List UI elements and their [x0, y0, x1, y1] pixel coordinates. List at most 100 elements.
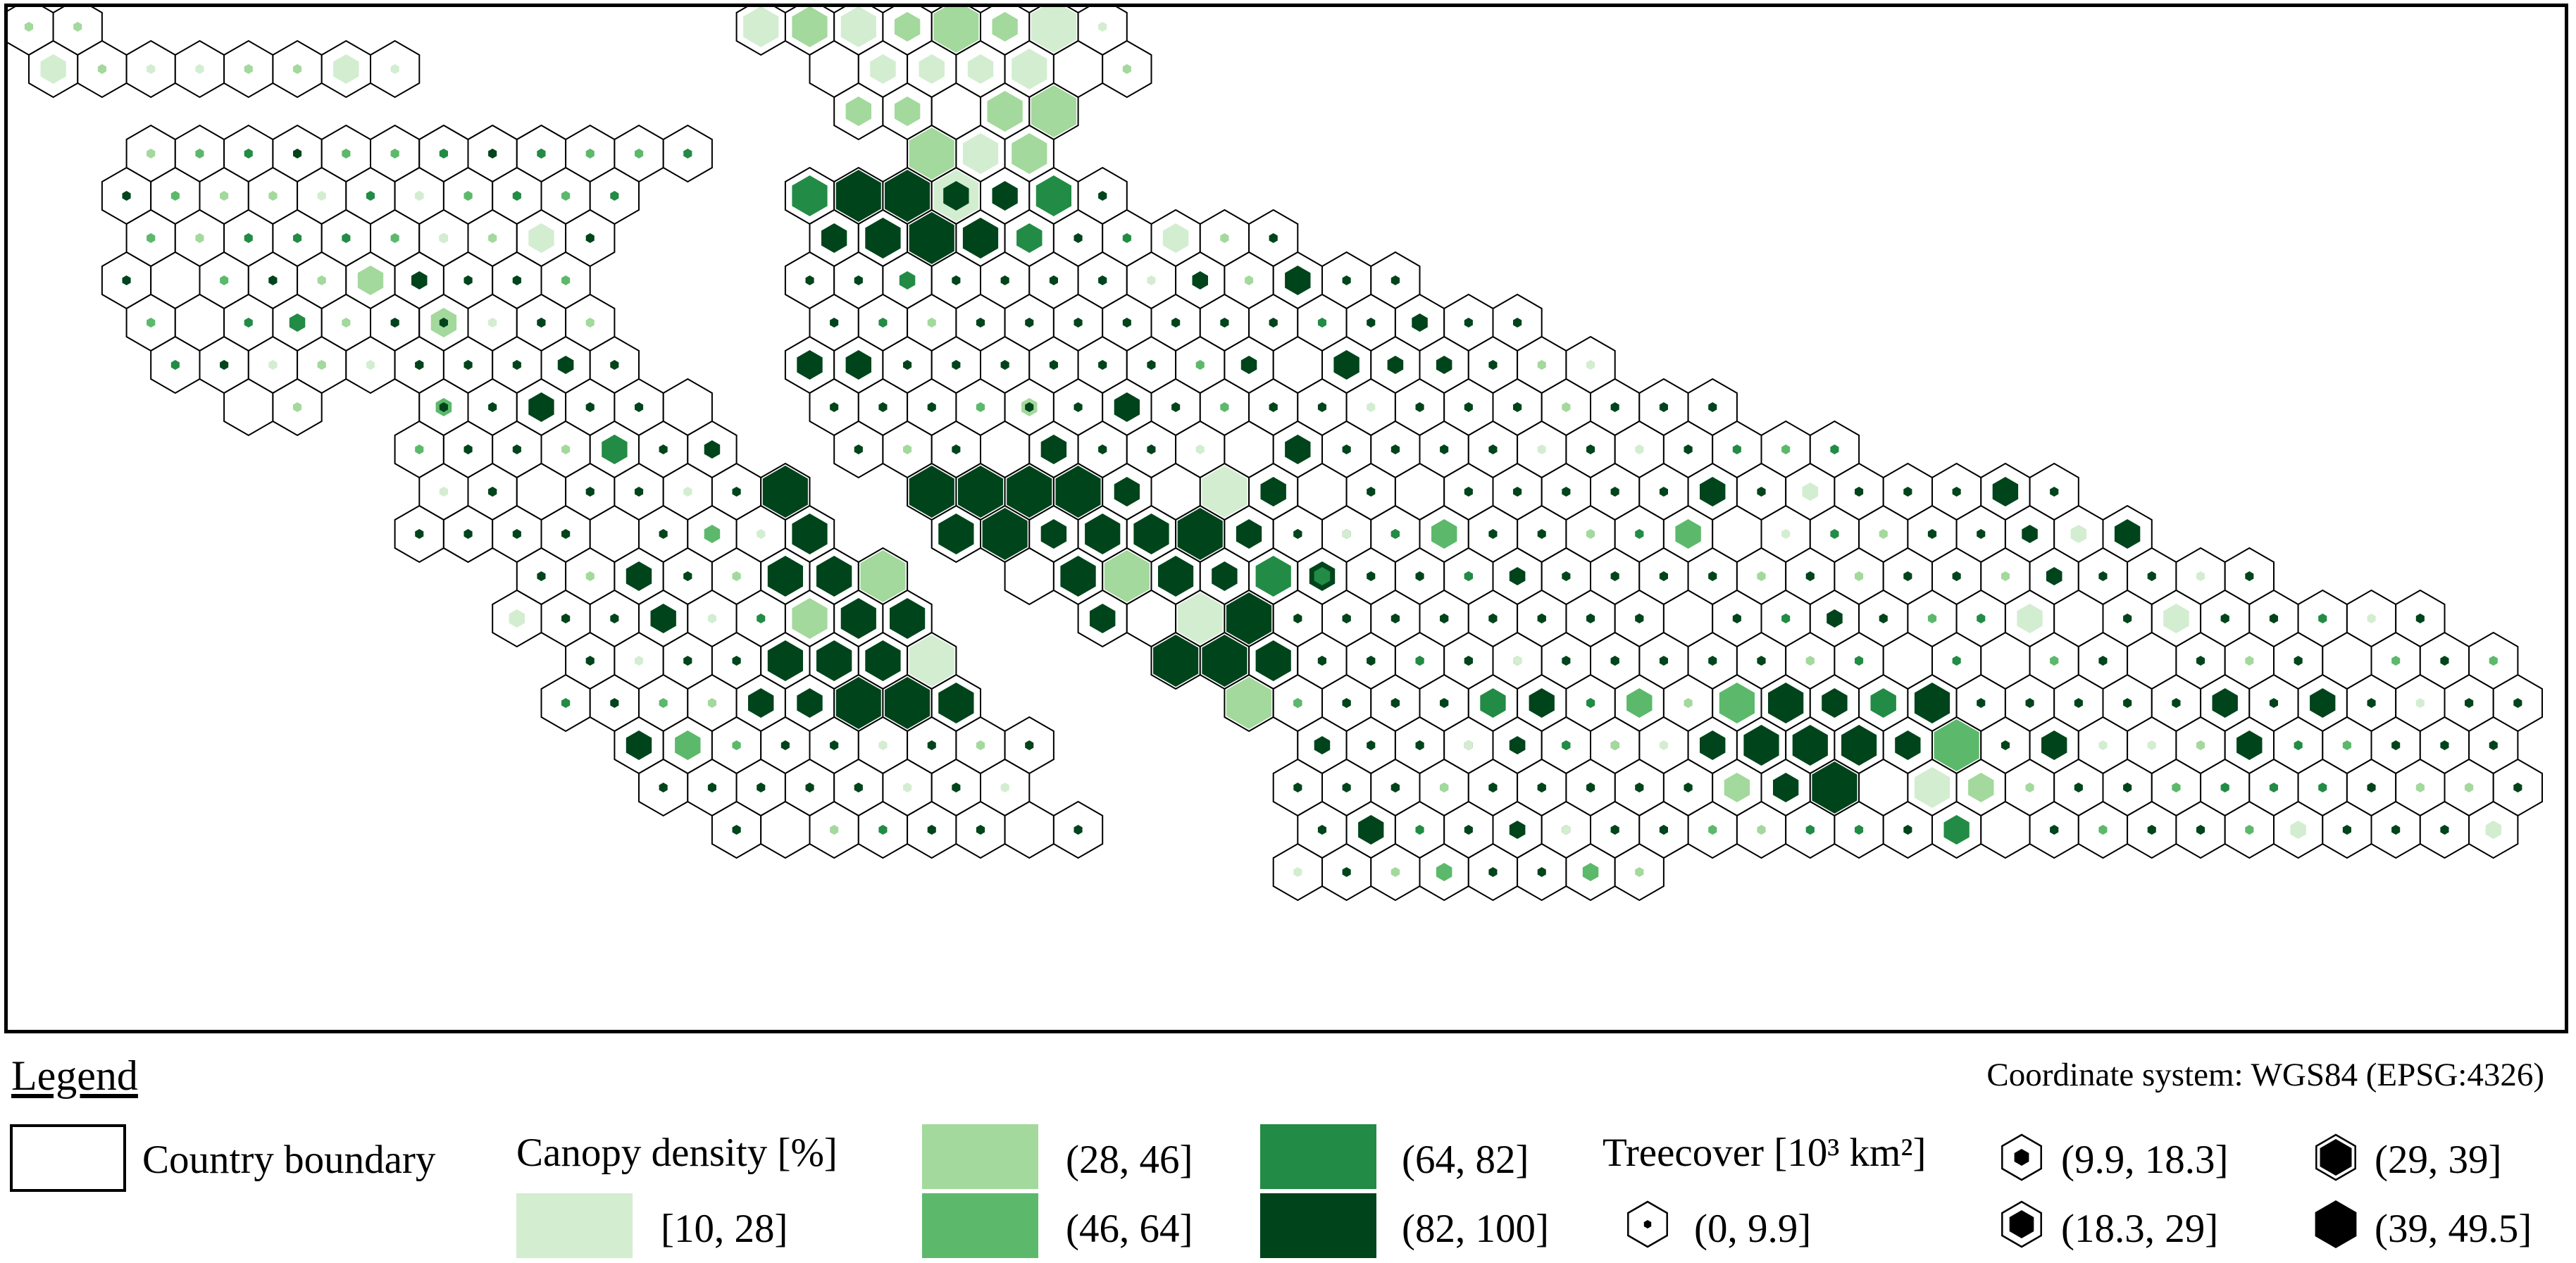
- treecover-hex-symbol: [1317, 656, 1326, 666]
- treecover-hex-symbol: [2123, 698, 2132, 708]
- treecover-hex-symbol: [976, 740, 985, 750]
- treecover-hex-symbol: [439, 487, 448, 497]
- treecover-hex-symbol: [635, 149, 644, 158]
- treecover-hex-symbol: [650, 604, 676, 633]
- treecover-hex-symbol: [1333, 350, 1359, 380]
- treecover-hex-symbol: [1049, 360, 1058, 370]
- treecover-hex-symbol: [1440, 614, 1449, 623]
- treecover-hex-symbol: [878, 402, 888, 412]
- country-boundary-swatch: [10, 1124, 126, 1192]
- treecover-hex-symbol: [2147, 740, 2156, 750]
- treecover-hex-symbol: [2269, 614, 2278, 623]
- treecover-hex-symbol: [1537, 360, 1546, 370]
- treecover-hex-symbol: [561, 614, 571, 623]
- treecover-hex-symbol: [1659, 487, 1668, 497]
- treecover-hex-symbol: [147, 149, 156, 158]
- treecover-hex-symbol: [1805, 825, 1815, 835]
- canopy-swatch-10-28: [516, 1193, 633, 1258]
- treecover-hex-symbol: [962, 133, 999, 174]
- treecover-hex-symbol: [1464, 740, 1473, 750]
- treecover-hex-symbol: [903, 360, 912, 370]
- treecover-hex-symbol: [1855, 487, 1864, 497]
- treecover-hex-symbol: [903, 444, 912, 454]
- treecover-hex-symbol: [1464, 487, 1473, 497]
- treecover-hex-symbol: [1675, 519, 1701, 549]
- treecover-hex-symbol: [1040, 435, 1067, 464]
- treecover-hex-symbol: [1635, 867, 1644, 877]
- treecover-hex-symbol: [1171, 318, 1181, 328]
- treecover-hex-symbol: [1025, 402, 1034, 412]
- treecover-hex-symbol: [390, 64, 399, 74]
- treecover-hex-symbol: [1040, 519, 1067, 549]
- treecover-hex-symbol: [537, 318, 546, 328]
- treecover-hex-symbol: [1562, 656, 1571, 666]
- treecover-hex-symbol: [195, 233, 204, 243]
- treecover-hex-symbol: [757, 614, 766, 623]
- treecover-hex-symbol: [1488, 614, 1498, 623]
- treecover-hex-symbol: [1659, 402, 1668, 412]
- treecover-hex-symbol: [561, 275, 571, 285]
- treecover-hex-symbol: [2440, 825, 2449, 835]
- treecover-hex-symbol: [1732, 614, 1741, 623]
- treecover-hex-symbol: [878, 740, 888, 750]
- treecover-hex-symbol: [933, 7, 979, 53]
- treecover-hex-symbol: [488, 487, 497, 497]
- treecover-hex-symbol: [909, 466, 954, 518]
- treecover-hex-symbol: [1610, 740, 1619, 750]
- treecover-hex-symbol: [797, 688, 823, 718]
- treecover-hex-symbol: [1700, 477, 1726, 506]
- treecover-hex-symbol: [1007, 466, 1052, 518]
- treecover-hex-symbol: [293, 149, 302, 158]
- treecover-hex-symbol: [1177, 592, 1223, 645]
- treecover-hex-symbol: [610, 698, 619, 708]
- treecover-hex-symbol: [780, 740, 790, 750]
- treecover-hex-symbol: [488, 149, 497, 158]
- treecover-hex-symbol: [792, 7, 828, 47]
- treecover-hex-symbol: [293, 233, 302, 243]
- treecover-hex-symbol: [1943, 815, 1970, 845]
- canopy-density-title: Canopy density [%]: [516, 1131, 838, 1175]
- treecover-hex-symbol: [704, 525, 721, 543]
- treecover-hex-symbol: [1582, 863, 1599, 881]
- treecover-hex-symbol: [1895, 730, 1921, 760]
- treecover-hex-symbol: [1367, 656, 1376, 666]
- treecover-hex-symbol: [1488, 444, 1498, 454]
- treecover-hex-symbol: [1610, 571, 1619, 581]
- treecover-hex-symbol: [439, 318, 448, 328]
- treecover-hex-symbol: [509, 609, 525, 628]
- treecover-hex-symbol: [2098, 656, 2108, 666]
- treecover-hex-symbol: [1781, 444, 1791, 454]
- treecover-hex-symbol: [1114, 392, 1140, 422]
- canopy-swatch-46-64: [922, 1193, 1038, 1258]
- treecover-hex-symbol: [1260, 477, 1286, 506]
- treecover-hex-symbol: [293, 64, 302, 74]
- treecover-hex-symbol: [512, 191, 521, 201]
- treecover-hex-symbol: [1440, 444, 1449, 454]
- treecover-hex-symbol: [2147, 571, 2156, 581]
- treecover-hex-symbol: [952, 783, 961, 792]
- treecover-hex-symbol: [2196, 571, 2205, 581]
- treecover-hex-symbol: [2001, 571, 2010, 581]
- treecover-hex-symbol: [1802, 483, 1819, 501]
- treecover-hex-symbol: [635, 402, 644, 412]
- treecover-hex-symbol: [147, 318, 156, 328]
- treecover-hex-symbol: [1031, 7, 1076, 53]
- treecover-symbol-9.9-18.3: [2001, 1133, 2042, 1181]
- treecover-hex-symbol: [909, 212, 954, 264]
- treecover-hex-symbol: [2017, 604, 2043, 633]
- treecover-hex-symbol: [2342, 825, 2351, 835]
- treecover-hex-symbol: [561, 444, 571, 454]
- treecover-hex-symbol: [1342, 444, 1351, 454]
- treecover-hex-symbol: [767, 640, 803, 681]
- treecover-hex-symbol: [1158, 556, 1194, 597]
- treecover-hex-symbol: [1464, 318, 1473, 328]
- treecover-hex-symbol: [1812, 761, 1858, 814]
- treecover-label-9.9-18.3: (9.9, 18.3]: [2061, 1138, 2229, 1182]
- treecover-label-18.3-29: (18.3, 29]: [2061, 1207, 2219, 1251]
- treecover-hex-symbol: [816, 556, 852, 597]
- treecover-hex-symbol: [1085, 514, 1121, 554]
- treecover-hex-symbol: [967, 54, 994, 84]
- treecover-hex-symbol: [557, 356, 574, 374]
- treecover-hex-symbol: [1830, 444, 1839, 454]
- map-frame: [4, 4, 2568, 1033]
